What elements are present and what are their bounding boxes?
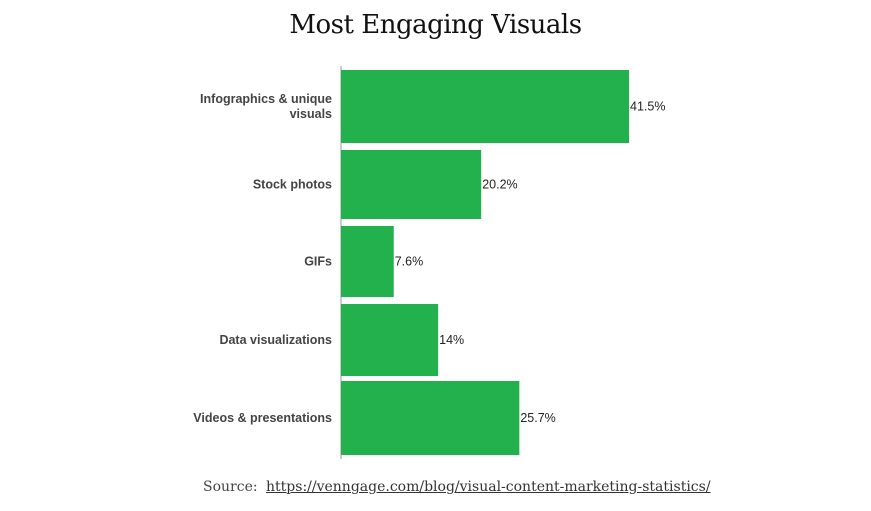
data-label: 7.6%	[395, 255, 424, 269]
data-label: 14%	[439, 333, 464, 347]
category-label: Data visualizations	[219, 333, 332, 347]
data-label: 41.5%	[630, 100, 665, 114]
category-label: GIFs	[304, 255, 332, 269]
category-label: Stock photos	[253, 178, 332, 192]
category-label: Videos & presentations	[193, 411, 332, 425]
bar	[341, 226, 394, 297]
source-line: Source: https://venngage.com/blog/visual…	[203, 479, 711, 495]
bar	[341, 150, 482, 219]
chart-title: Most Engaging Visuals	[289, 10, 582, 40]
source-link[interactable]: https://venngage.com/blog/visual-content…	[266, 479, 711, 495]
source-label: Source:	[203, 479, 258, 495]
bar	[341, 70, 630, 143]
data-label: 25.7%	[520, 411, 555, 425]
data-label: 20.2%	[482, 178, 517, 192]
category-label: visuals	[290, 107, 332, 121]
bar	[341, 304, 439, 376]
bar	[341, 381, 520, 455]
category-label: Infographics & unique	[200, 92, 332, 106]
